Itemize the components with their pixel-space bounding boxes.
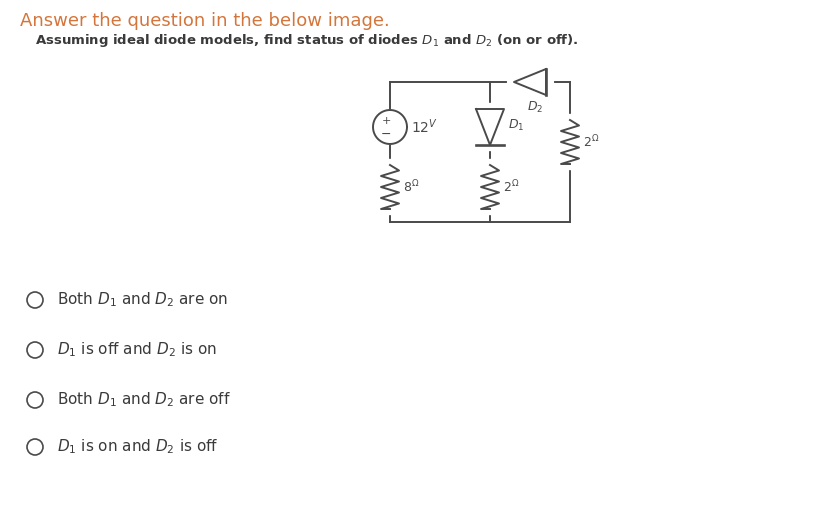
Text: Assuming ideal diode models, find status of diodes $D_1$ and $D_2$ (on or off).: Assuming ideal diode models, find status… xyxy=(35,32,577,49)
Polygon shape xyxy=(475,109,504,145)
Text: Both $D_1$ and $D_2$ are off: Both $D_1$ and $D_2$ are off xyxy=(57,391,230,410)
Text: $12^V$: $12^V$ xyxy=(410,118,437,136)
Text: $8^\Omega$: $8^\Omega$ xyxy=(402,179,419,195)
Text: Answer the question in the below image.: Answer the question in the below image. xyxy=(20,12,389,30)
Text: Both $D_1$ and $D_2$ are on: Both $D_1$ and $D_2$ are on xyxy=(57,291,228,309)
Text: $D_1$ is on and $D_2$ is off: $D_1$ is on and $D_2$ is off xyxy=(57,438,218,456)
Text: $D_1$: $D_1$ xyxy=(508,117,523,133)
Text: +: + xyxy=(381,116,390,126)
Text: $D_2$: $D_2$ xyxy=(527,100,542,115)
Text: $2^\Omega$: $2^\Omega$ xyxy=(582,134,599,151)
Circle shape xyxy=(373,110,406,144)
Text: $2^\Omega$: $2^\Omega$ xyxy=(502,179,518,195)
Text: $D_1$ is off and $D_2$ is on: $D_1$ is off and $D_2$ is on xyxy=(57,340,216,359)
Text: −: − xyxy=(380,127,391,140)
Polygon shape xyxy=(514,69,545,95)
